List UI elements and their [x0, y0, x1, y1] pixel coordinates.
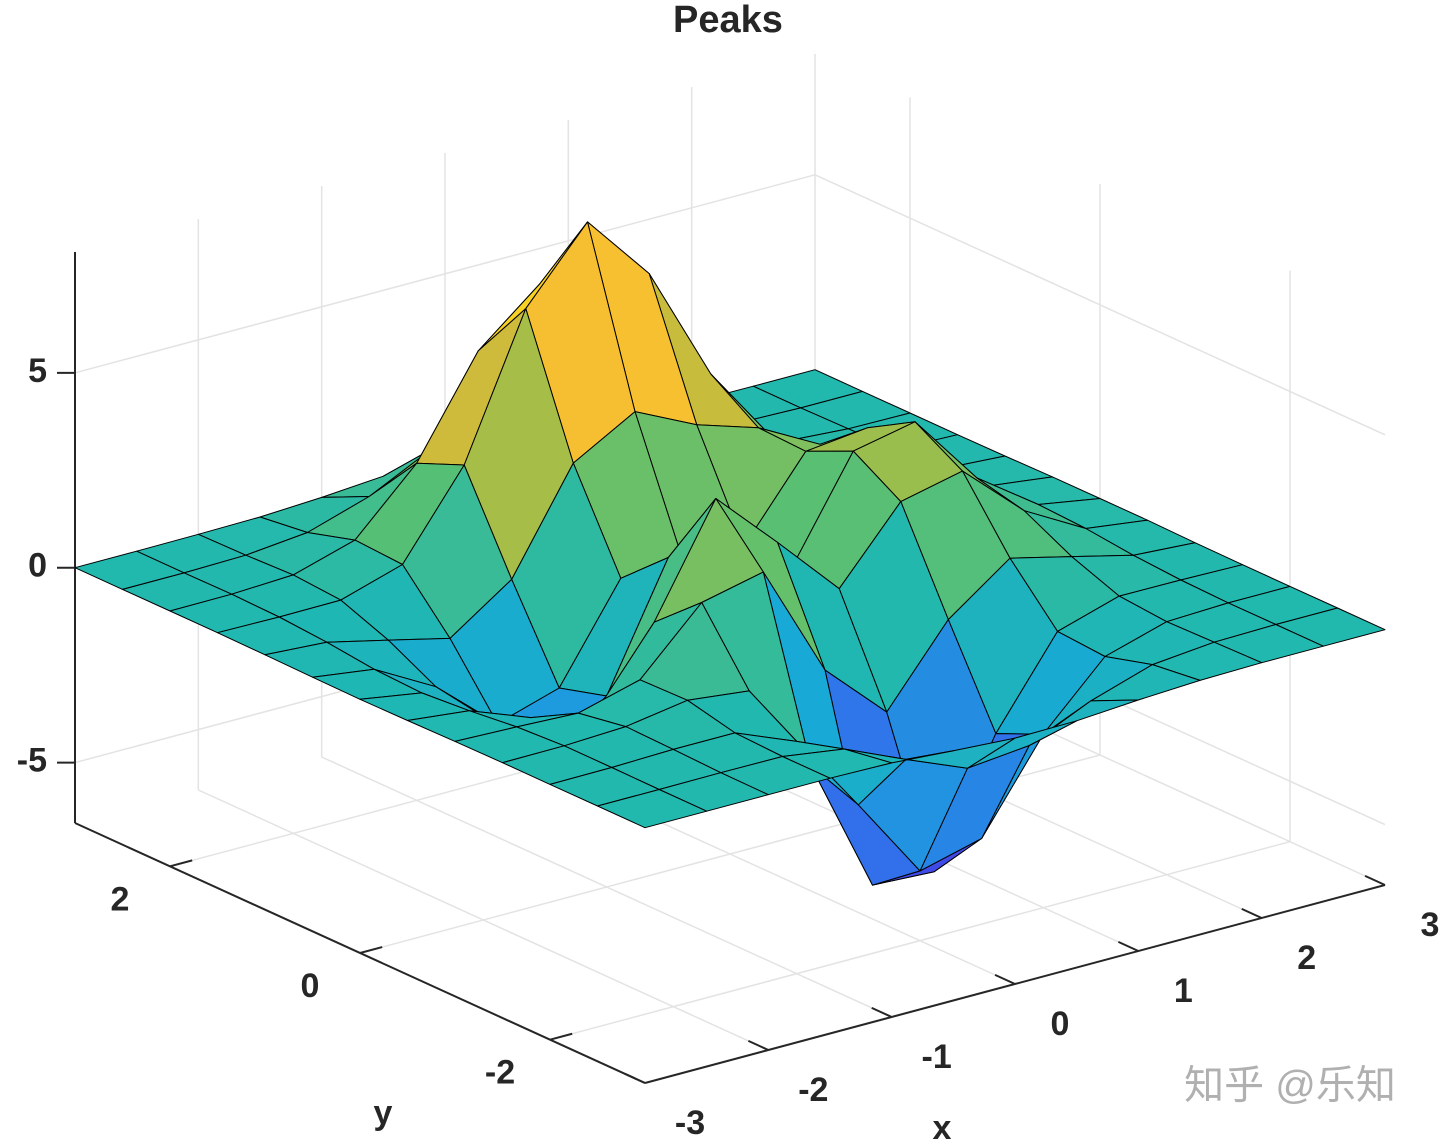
- x-tick: [624, 1072, 646, 1084]
- y-tick: [549, 1032, 573, 1041]
- chart-title: Peaks: [673, 0, 783, 41]
- x-tick-label: -3: [675, 1104, 705, 1142]
- x-tick-label: 2: [1297, 939, 1316, 977]
- y-tick: [359, 946, 383, 954]
- x-tick: [747, 1039, 769, 1051]
- x-tick: [994, 973, 1016, 985]
- grid-line: [549, 840, 1291, 1041]
- y-tick-label: 2: [111, 880, 130, 918]
- x-tick: [871, 1006, 893, 1018]
- watermark: 知乎 @乐知: [1184, 1064, 1396, 1108]
- x-axis-label: x: [933, 1109, 952, 1147]
- y-tick: [169, 859, 193, 868]
- x-tick-label: 1: [1174, 972, 1193, 1010]
- z-tick-label: 0: [28, 547, 47, 585]
- y-tick-label: 0: [301, 967, 320, 1005]
- x-tick: [1241, 907, 1263, 919]
- surface-face: [597, 789, 708, 829]
- x-tick-label: 0: [1051, 1005, 1070, 1043]
- y-axis-label: y: [374, 1094, 393, 1132]
- grid-line: [814, 174, 1386, 436]
- z-tick-label: 5: [28, 352, 47, 390]
- x-tick-label: -2: [798, 1071, 828, 1109]
- x-tick: [1364, 874, 1386, 886]
- z-tick-label: -5: [17, 742, 47, 780]
- y-tick-label: -2: [485, 1054, 515, 1092]
- x-tick: [1117, 940, 1139, 952]
- grid-line: [74, 174, 816, 374]
- x-tick-label: 3: [1421, 906, 1440, 944]
- x-tick-label: -1: [922, 1038, 952, 1076]
